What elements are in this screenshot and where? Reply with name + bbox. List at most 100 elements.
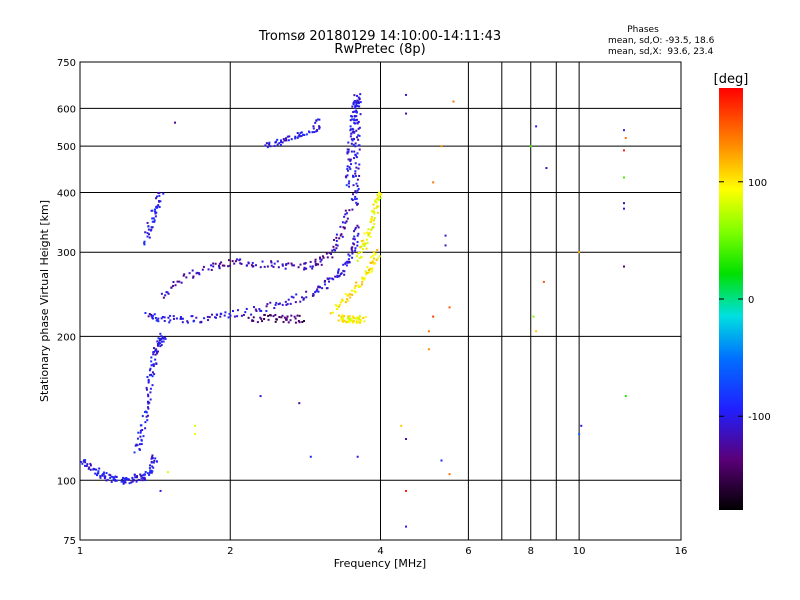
trace-point (356, 99, 359, 102)
trace-point (362, 317, 365, 320)
scatter-point (400, 424, 403, 427)
trace-point (138, 479, 141, 482)
trace-point (337, 270, 340, 273)
trace-point (315, 289, 318, 292)
trace-point (98, 467, 101, 470)
scatter-point (405, 437, 408, 440)
trace-point (281, 303, 284, 306)
trace-point (347, 294, 350, 297)
trace-point (328, 251, 331, 254)
trace-point (356, 94, 359, 97)
trace-point (155, 211, 158, 214)
trace-point (293, 315, 296, 318)
trace-point (115, 475, 118, 478)
trace-point (341, 235, 344, 238)
trace-point (354, 142, 357, 145)
trace-point (371, 226, 374, 229)
x-tick-label: 6 (465, 546, 471, 557)
trace-point (335, 233, 338, 236)
trace-point (190, 315, 193, 318)
trace-point (370, 256, 373, 259)
trace-point (327, 280, 330, 283)
trace-point (349, 158, 352, 161)
trace-point (269, 145, 272, 148)
trace-point (332, 238, 335, 241)
scatter-point (542, 280, 545, 283)
trace-point (186, 321, 189, 324)
trace-point (162, 296, 165, 299)
trace-point (346, 165, 349, 168)
trace-point (357, 187, 360, 190)
trace-point (358, 148, 361, 151)
trace-point (372, 203, 375, 206)
trace-point (153, 220, 156, 223)
trace-point (357, 138, 360, 141)
trace-point (353, 235, 356, 238)
trace-point (345, 264, 348, 267)
trace-point (380, 193, 383, 196)
y-tick-label: 300 (57, 248, 76, 259)
trace-point (351, 131, 354, 134)
trace-point (350, 115, 353, 118)
trace-point (349, 128, 352, 131)
trace-point (136, 444, 139, 447)
trace-point (351, 315, 354, 318)
trace-point (81, 462, 84, 465)
trace-point (357, 134, 360, 137)
trace-point (302, 297, 305, 300)
trace-point (355, 316, 358, 319)
trace-point (353, 150, 356, 153)
trace-point (141, 415, 144, 418)
trace-point (135, 443, 138, 446)
trace-point (349, 317, 352, 320)
trace-point (156, 352, 159, 355)
trace-point (223, 314, 226, 317)
trace-point (377, 211, 380, 214)
trace-point (278, 142, 281, 145)
trace-point (157, 344, 160, 347)
trace-point (120, 480, 123, 483)
trace-point (354, 172, 357, 175)
trace-point (295, 293, 298, 296)
trace-point (139, 473, 142, 476)
trace-point (150, 315, 153, 318)
trace-point (337, 305, 340, 308)
trace-point (260, 309, 263, 312)
trace-point (180, 281, 183, 284)
trace-point (123, 477, 126, 480)
trace-point (264, 144, 267, 147)
x-axis-label: Frequency [MHz] (334, 557, 426, 570)
trace-point (144, 479, 147, 482)
trace-point (193, 319, 196, 322)
trace-point (202, 265, 205, 268)
trace-point (343, 273, 346, 276)
trace-point (351, 127, 354, 130)
trace-point (148, 473, 151, 476)
trace-point (351, 246, 354, 249)
trace-point (150, 364, 153, 367)
trace-point (114, 475, 117, 478)
trace-point (334, 303, 337, 306)
trace-point (353, 119, 356, 122)
trace-point (146, 400, 149, 403)
trace-point (377, 195, 380, 198)
trace-point (286, 135, 289, 138)
trace-point (353, 198, 356, 201)
trace-point (354, 228, 357, 231)
trace-point (280, 141, 283, 144)
trace-point (371, 267, 374, 270)
trace-point (287, 139, 290, 142)
trace-point (214, 316, 217, 319)
trace-point (352, 184, 355, 187)
trace-point (269, 301, 272, 304)
scatter-point (532, 315, 535, 318)
trace-point (331, 277, 334, 280)
trace-point (371, 268, 374, 271)
trace-point (254, 308, 257, 311)
trace-point (314, 258, 317, 261)
trace-point (354, 110, 357, 113)
trace-point (360, 251, 363, 254)
trace-point (181, 321, 184, 324)
trace-point (320, 263, 323, 266)
trace-point (316, 129, 319, 132)
